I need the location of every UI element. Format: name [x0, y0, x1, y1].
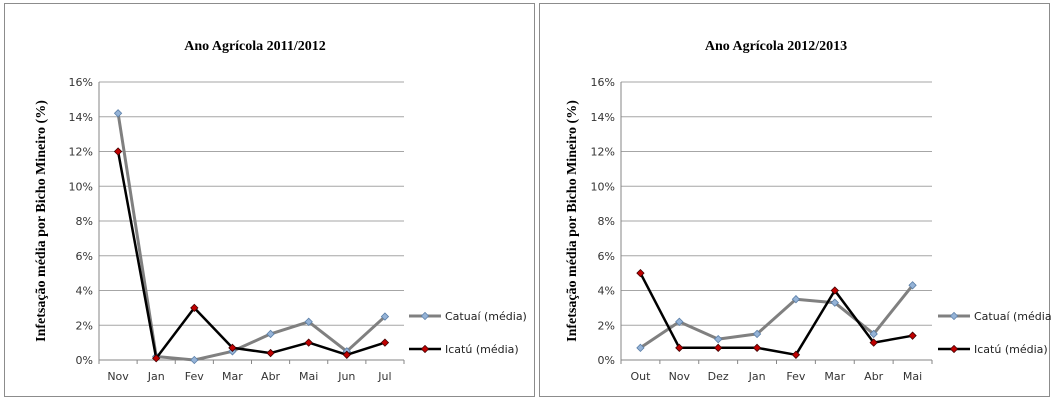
y-tick-label: 8% — [76, 215, 93, 228]
x-tick-label: Nov — [669, 370, 691, 383]
series-line-catuai — [116, 113, 386, 362]
data-point-catuai — [714, 334, 723, 344]
chart-panel-2011-2012: 0% 2% 4% 6% 8% 10% 12% 14% 16% Nov Jan Fev Mar Abr Mai… — [4, 3, 535, 397]
y-tick-label: 4% — [598, 285, 615, 298]
series-line-icatu — [639, 272, 913, 357]
y-tick-label: 4% — [76, 285, 93, 298]
y-tick-label: 12% — [69, 146, 93, 159]
x-tick-label: Dez — [708, 370, 729, 383]
legend-marker — [420, 344, 430, 354]
data-point-catuai — [830, 298, 839, 307]
data-point-icatu — [791, 350, 801, 359]
chart-svg: 0% 2% 4% 6% 8% 10% 12% 14% 16% Nov Jan Fev Mar Abr Mai… — [34, 39, 527, 383]
data-point-icatu — [752, 343, 762, 353]
x-tick-label: Jan — [748, 370, 766, 383]
data-point-catuai — [791, 295, 801, 304]
data-point-catuai — [869, 329, 878, 339]
x-tick-label: Mai — [903, 370, 922, 383]
data-point-catuai — [190, 355, 199, 365]
chart-title: Ano Agrícola 2011/2012 — [184, 39, 326, 54]
y-tick-label: 12% — [591, 146, 615, 159]
y-axis-label: Infetsação média por Bicho Mineiro (%) — [34, 100, 49, 342]
y-tick-label: 16% — [69, 76, 93, 89]
x-tick-label: Nov — [107, 370, 129, 383]
data-point-catuai — [113, 109, 123, 118]
data-point-catuai — [266, 329, 275, 339]
y-tick-label: 6% — [598, 250, 615, 263]
data-point-icatu — [190, 303, 199, 313]
y-tick-label: 10% — [69, 180, 93, 193]
legend-marker — [949, 311, 959, 321]
data-point-catuai — [380, 312, 390, 321]
data-point-icatu — [266, 348, 275, 358]
x-tick-label: Mar — [222, 370, 243, 383]
data-point-icatu — [908, 331, 917, 340]
x-tick-label: Jun — [337, 370, 355, 383]
data-point-catuai — [752, 329, 762, 339]
data-point-icatu — [714, 343, 723, 353]
y-tick-label: 8% — [598, 215, 615, 228]
chart-svg: 0% 2% 4% 6% 8% 10% 12% 14% 16% Out Nov Dez Jan Fev Mar… — [565, 39, 1051, 383]
data-point-catuai — [908, 281, 917, 290]
data-point-icatu — [636, 268, 645, 278]
legend-label: Icatú (média) — [974, 343, 1048, 356]
y-axis-label: Infetsação média por Bicho Mineiro (%) — [565, 100, 580, 342]
y-tick-label: 14% — [591, 111, 615, 124]
x-tick-label: Jan — [147, 370, 165, 383]
series-line-icatu — [116, 151, 386, 360]
data-point-icatu — [830, 286, 839, 295]
data-point-icatu — [675, 343, 684, 353]
chart-title: Ano Agrícola 2012/2013 — [705, 39, 847, 54]
chart-panel-2012-2013: 0% 2% 4% 6% 8% 10% 12% 14% 16% Out Nov Dez Jan Fev Mar… — [539, 3, 1051, 397]
x-tick-label: Mar — [824, 370, 845, 383]
y-tick-label: 16% — [591, 76, 615, 89]
legend-label: Catuaí (média) — [974, 310, 1051, 323]
data-point-icatu — [869, 338, 878, 347]
data-point-catuai — [636, 343, 645, 353]
legend-label: Catuaí (média) — [445, 310, 527, 323]
data-point-icatu — [152, 354, 161, 363]
y-tick-label: 2% — [598, 319, 615, 332]
y-tick-label: 6% — [76, 250, 93, 263]
y-tick-label: 0% — [598, 354, 615, 367]
y-tick-label: 10% — [591, 180, 615, 193]
data-point-icatu — [342, 350, 351, 359]
data-point-icatu — [380, 338, 390, 347]
y-tick-label: 0% — [76, 354, 93, 367]
y-tick-label: 2% — [76, 319, 93, 332]
x-tick-label: Abr — [261, 370, 281, 383]
legend-marker — [949, 344, 959, 354]
x-tick-label: Mai — [299, 370, 318, 383]
data-point-catuai — [675, 317, 684, 326]
y-tick-label: 14% — [69, 111, 93, 124]
legend-marker — [420, 311, 430, 321]
data-point-icatu — [228, 343, 237, 353]
x-tick-label: Out — [630, 370, 651, 383]
data-point-catuai — [304, 317, 313, 326]
x-tick-label: Abr — [864, 370, 884, 383]
x-tick-label: Fev — [185, 370, 204, 383]
legend-label: Icatú (média) — [445, 343, 519, 356]
data-point-icatu — [304, 338, 313, 347]
series-line-catuai — [639, 284, 914, 350]
x-tick-label: Fev — [786, 370, 805, 383]
x-tick-label: Jul — [377, 370, 391, 383]
data-point-icatu — [113, 147, 123, 156]
